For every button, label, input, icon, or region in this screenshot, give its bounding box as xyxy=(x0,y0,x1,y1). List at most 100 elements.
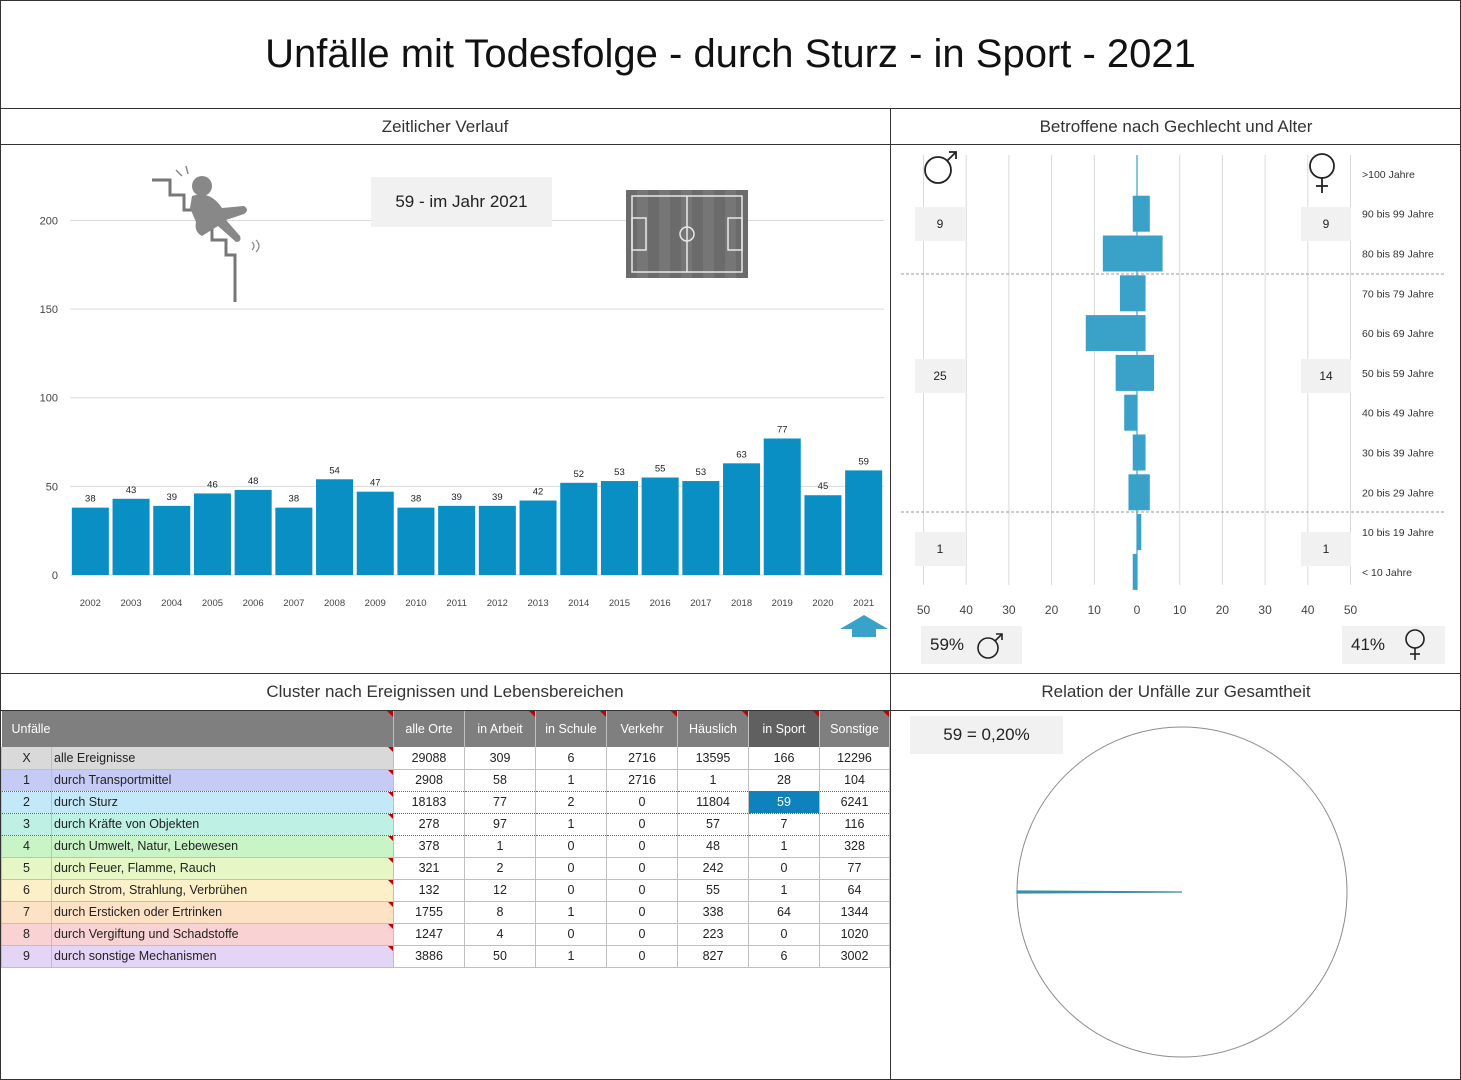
table-cell[interactable]: 1 xyxy=(535,813,607,836)
table-cell[interactable]: 58 xyxy=(464,769,536,792)
row-index-cell[interactable]: 4 xyxy=(1,835,52,858)
table-cell[interactable]: 1 xyxy=(748,879,820,902)
table-cell[interactable]: 2 xyxy=(535,791,607,814)
row-label-cell[interactable]: durch sonstige Mechanismen xyxy=(51,945,394,968)
table-cell[interactable]: 278 xyxy=(393,813,465,836)
pyramid-bar-male xyxy=(1132,553,1137,590)
row-index-cell[interactable]: 8 xyxy=(1,923,52,946)
table-cell[interactable]: 1344 xyxy=(819,901,890,924)
row-label-cell[interactable]: durch Vergiftung und Schadstoffe xyxy=(51,923,394,946)
table-cell[interactable]: 0 xyxy=(535,879,607,902)
table-cell[interactable]: 338 xyxy=(677,901,749,924)
table-cell[interactable]: 2716 xyxy=(606,747,678,770)
table-cell[interactable]: 64 xyxy=(748,901,820,924)
row-label-cell[interactable]: durch Strom, Strahlung, Verbrühen xyxy=(51,879,394,902)
column-header-in-arbeit[interactable]: in Arbeit xyxy=(464,711,536,747)
table-cell[interactable]: 1 xyxy=(677,769,749,792)
bar-2009 xyxy=(356,491,394,575)
row-label-cell[interactable]: durch Kräfte von Objekten xyxy=(51,813,394,836)
column-header-verkehr[interactable]: Verkehr xyxy=(606,711,678,747)
table-cell[interactable]: 1 xyxy=(464,835,536,858)
table-cell[interactable]: 0 xyxy=(748,857,820,880)
table-cell[interactable]: 2716 xyxy=(606,769,678,792)
table-cell[interactable]: 1247 xyxy=(393,923,465,946)
row-index-cell[interactable]: 7 xyxy=(1,901,52,924)
table-cell[interactable]: 28 xyxy=(748,769,820,792)
table-cell[interactable]: 827 xyxy=(677,945,749,968)
row-label-cell[interactable]: durch Transportmittel xyxy=(51,769,394,792)
column-header-haeuslich[interactable]: Häuslich xyxy=(677,711,749,747)
table-cell[interactable]: 0 xyxy=(606,791,678,814)
table-cell[interactable]: 18183 xyxy=(393,791,465,814)
row-index-cell[interactable]: 9 xyxy=(1,945,52,968)
table-cell[interactable]: 223 xyxy=(677,923,749,946)
table-cell[interactable]: 0 xyxy=(535,857,607,880)
table-cell[interactable]: 6241 xyxy=(819,791,890,814)
column-header-alle-orte[interactable]: alle Orte xyxy=(393,711,465,747)
table-cell[interactable]: 0 xyxy=(535,923,607,946)
table-cell[interactable]: 13595 xyxy=(677,747,749,770)
column-header-sonstige[interactable]: Sonstige xyxy=(819,711,890,747)
table-cell[interactable]: 1020 xyxy=(819,923,890,946)
row-label-cell[interactable]: durch Ersticken oder Ertrinken xyxy=(51,901,394,924)
table-cell[interactable]: 132 xyxy=(393,879,465,902)
table-cell[interactable]: 1 xyxy=(535,769,607,792)
table-cell[interactable]: 3886 xyxy=(393,945,465,968)
table-cell[interactable]: 55 xyxy=(677,879,749,902)
row-label-cell[interactable]: durch Sturz xyxy=(51,791,394,814)
table-cell[interactable]: 0 xyxy=(606,945,678,968)
table-cell[interactable]: 0 xyxy=(606,879,678,902)
row-label-cell[interactable]: alle Ereignisse xyxy=(51,747,394,770)
table-cell[interactable]: 4 xyxy=(464,923,536,946)
table-cell[interactable]: 104 xyxy=(819,769,890,792)
table-cell[interactable]: 77 xyxy=(819,857,890,880)
row-index-cell[interactable]: 6 xyxy=(1,879,52,902)
table-cell[interactable]: 12296 xyxy=(819,747,890,770)
table-cell[interactable]: 97 xyxy=(464,813,536,836)
table-cell[interactable]: 1 xyxy=(748,835,820,858)
column-header-in-sport[interactable]: in Sport xyxy=(748,711,820,747)
table-cell[interactable]: 321 xyxy=(393,857,465,880)
table-cell[interactable]: 6 xyxy=(748,945,820,968)
table-cell[interactable]: 57 xyxy=(677,813,749,836)
table-cell[interactable]: 0 xyxy=(748,923,820,946)
table-cell[interactable]: 3002 xyxy=(819,945,890,968)
table-cell[interactable]: 0 xyxy=(606,835,678,858)
row-index-cell[interactable]: 2 xyxy=(1,791,52,814)
table-cell[interactable]: 64 xyxy=(819,879,890,902)
row-index-cell[interactable]: 5 xyxy=(1,857,52,880)
table-cell[interactable]: 242 xyxy=(677,857,749,880)
table-cell[interactable]: 378 xyxy=(393,835,465,858)
column-header-in-schule[interactable]: in Schule xyxy=(535,711,607,747)
row-label-cell[interactable]: durch Feuer, Flamme, Rauch xyxy=(51,857,394,880)
table-cell[interactable]: 12 xyxy=(464,879,536,902)
table-cell[interactable]: 2 xyxy=(464,857,536,880)
table-cell[interactable]: 59 xyxy=(748,791,820,814)
table-cell[interactable]: 0 xyxy=(606,923,678,946)
row-index-cell[interactable]: 3 xyxy=(1,813,52,836)
table-cell[interactable]: 8 xyxy=(464,901,536,924)
table-cell[interactable]: 328 xyxy=(819,835,890,858)
table-cell[interactable]: 0 xyxy=(606,857,678,880)
table-cell[interactable]: 0 xyxy=(606,813,678,836)
table-cell[interactable]: 2908 xyxy=(393,769,465,792)
column-header-unfaelle[interactable]: Unfälle xyxy=(1,711,394,747)
table-cell[interactable]: 1755 xyxy=(393,901,465,924)
table-cell[interactable]: 48 xyxy=(677,835,749,858)
row-label-cell[interactable]: durch Umwelt, Natur, Lebewesen xyxy=(51,835,394,858)
table-cell[interactable]: 116 xyxy=(819,813,890,836)
table-cell[interactable]: 29088 xyxy=(393,747,465,770)
table-cell[interactable]: 50 xyxy=(464,945,536,968)
table-cell[interactable]: 0 xyxy=(535,835,607,858)
table-cell[interactable]: 7 xyxy=(748,813,820,836)
table-cell[interactable]: 77 xyxy=(464,791,536,814)
row-index-cell[interactable]: X xyxy=(1,747,52,770)
table-cell[interactable]: 166 xyxy=(748,747,820,770)
table-cell[interactable]: 0 xyxy=(606,901,678,924)
table-cell[interactable]: 1 xyxy=(535,901,607,924)
table-cell[interactable]: 6 xyxy=(535,747,607,770)
row-index-cell[interactable]: 1 xyxy=(1,769,52,792)
table-cell[interactable]: 11804 xyxy=(677,791,749,814)
table-cell[interactable]: 309 xyxy=(464,747,536,770)
table-cell[interactable]: 1 xyxy=(535,945,607,968)
